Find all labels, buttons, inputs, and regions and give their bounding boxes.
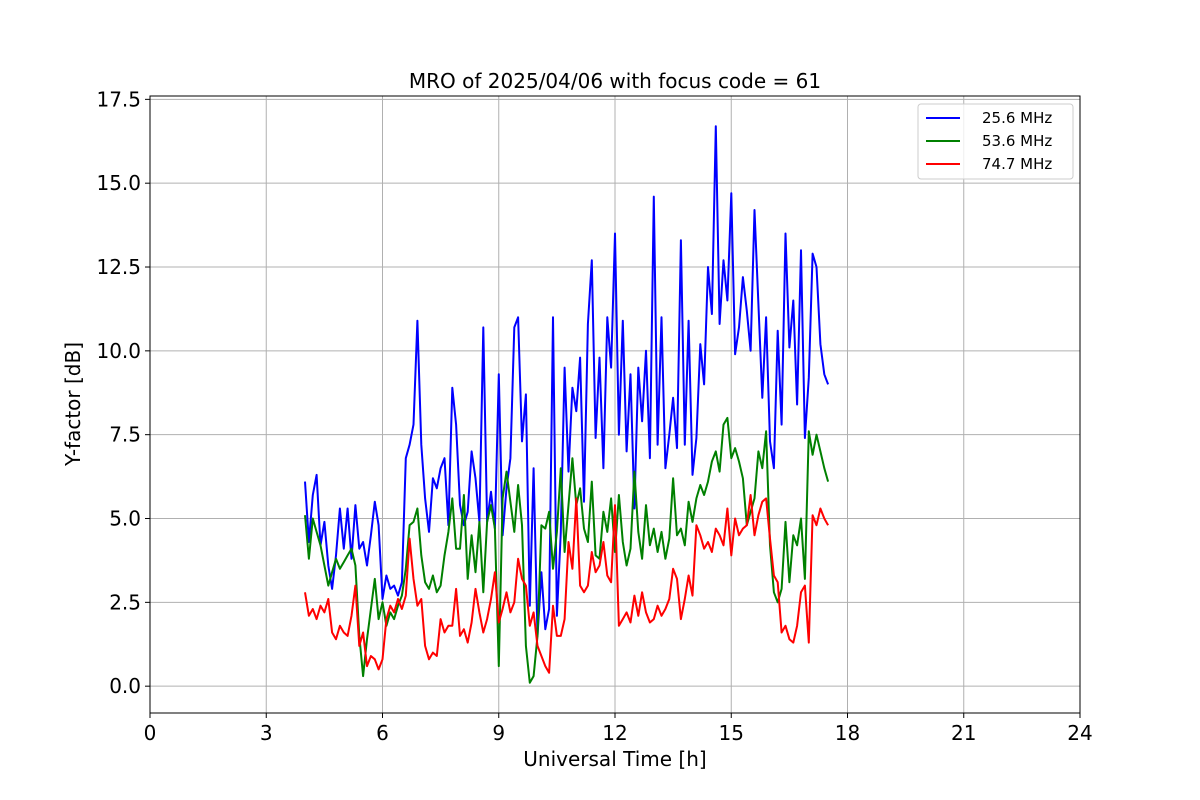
y-tick-label: 15.0 (96, 171, 141, 195)
legend-label-74-7-mhz: 74.7 MHz (982, 155, 1052, 173)
x-tick-label: 15 (719, 721, 744, 745)
chart-title: MRO of 2025/04/06 with focus code = 61 (409, 69, 821, 93)
legend-label-25-6-mhz: 25.6 MHz (982, 109, 1052, 127)
y-tick-label: 0.0 (109, 674, 141, 698)
y-tick-label: 12.5 (96, 255, 141, 279)
x-tick-label: 12 (602, 721, 627, 745)
legend: 25.6 MHz 53.6 MHz 74.7 MHz (917, 103, 1074, 180)
series-line-25-6-mhz (304, 125, 830, 637)
x-tick-label: 9 (492, 721, 505, 745)
x-tick-label: 18 (835, 721, 860, 745)
y-tick-label: 5.0 (109, 507, 141, 531)
y-tick-label: 7.5 (109, 423, 141, 447)
series-line-74-7-mhz (304, 494, 829, 674)
x-axis-label: Universal Time [h] (523, 747, 706, 771)
series-line-53-6-mhz (304, 416, 830, 684)
y-axis-label: Y-factor [dB] (61, 342, 85, 467)
x-tick-label: 24 (1067, 721, 1092, 745)
legend-box (917, 103, 1074, 180)
x-tick-label: 6 (376, 721, 389, 745)
legend-label-53-6-mhz: 53.6 MHz (982, 132, 1052, 150)
y-tick-label: 17.5 (96, 87, 141, 111)
y-axis-ticks: 0.0 2.5 5.0 7.5 10.0 12.5 15.0 17.5 (96, 87, 150, 698)
x-axis-ticks: 0 3 6 9 12 15 18 21 24 (144, 713, 1093, 745)
x-tick-label: 21 (951, 721, 976, 745)
series-layer (304, 125, 830, 684)
y-tick-label: 2.5 (109, 590, 141, 614)
y-tick-label: 10.0 (96, 339, 141, 363)
x-tick-label: 0 (144, 721, 157, 745)
x-tick-label: 3 (260, 721, 273, 745)
